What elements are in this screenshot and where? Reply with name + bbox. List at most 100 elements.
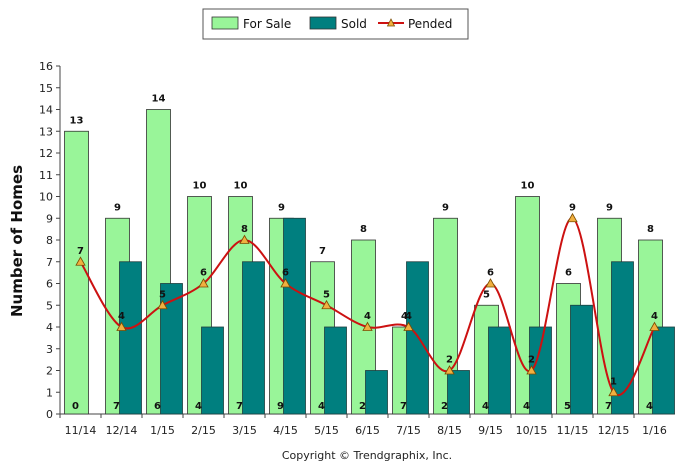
pended-marker (198, 278, 209, 288)
x-tick-label: 1/15 (150, 424, 175, 437)
for-sale-value-label: 9 (606, 202, 613, 213)
legend-swatch-sold (309, 16, 337, 30)
x-tick-label: 12/14 (106, 424, 138, 437)
pended-value-label: 6 (200, 268, 207, 279)
y-tick-label: 11 (39, 169, 53, 182)
x-tick-label: 7/15 (396, 424, 421, 437)
pended-marker (75, 256, 86, 266)
legend-label-pended: Pended (408, 17, 452, 31)
y-tick-label: 15 (39, 82, 53, 95)
pended-marker (649, 321, 660, 331)
sold-value-label: 7 (605, 401, 612, 412)
for-sale-value-label: 14 (152, 94, 166, 105)
y-tick-label: 6 (46, 278, 53, 291)
sold-value-label: 5 (564, 401, 571, 412)
sold-value-label: 2 (441, 401, 448, 412)
bar-sold (488, 326, 511, 415)
x-ticks: 11/14 12/14 1/15 2/15 3/15 4/15 5/15 6/15 7/15 8/… (59, 414, 667, 437)
for-sale-value-label: 9 (442, 202, 449, 213)
pended-value-label: 2 (446, 355, 453, 366)
x-tick-label: 5/15 (314, 424, 339, 437)
y-tick-label: 8 (46, 234, 53, 247)
sold-value-label: 7 (236, 401, 243, 412)
pended-marker (321, 299, 332, 310)
sold-value-label: 4 (482, 401, 489, 412)
for-sale-value-label: 8 (360, 224, 367, 235)
legend-label-sold: Sold (341, 17, 367, 31)
for-sale-value-label: 9 (114, 202, 121, 213)
x-tick-label: 12/15 (598, 424, 630, 437)
pended-marker (239, 234, 250, 244)
sold-value-label: 4 (523, 401, 530, 412)
for-sale-value-label: 13 (70, 115, 84, 126)
for-sale-value-label: 10 (193, 181, 207, 192)
bar-sold (570, 304, 593, 415)
x-tick-label: 11/14 (65, 424, 97, 437)
pended-value-label: 5 (159, 289, 166, 300)
bar-sold (242, 261, 265, 415)
bar-for-sale (64, 130, 89, 415)
legend: For Sale Sold Pended (202, 8, 469, 40)
y-tick-label: 9 (46, 212, 53, 225)
x-tick-label: 2/15 (191, 424, 216, 437)
pended-marker (403, 321, 414, 331)
sold-value-label: 4 (646, 401, 653, 412)
pended-value-label: 2 (528, 355, 535, 366)
copyright-text: Copyright © Trendgraphix, Inc. (282, 449, 452, 462)
pended-value-label: 9 (569, 202, 576, 213)
x-tick-label: 10/15 (516, 424, 548, 437)
x-tick-label: 8/15 (437, 424, 462, 437)
pended-marker (526, 365, 537, 375)
bar-sold (652, 326, 675, 415)
legend-label-for-sale: For Sale (243, 17, 291, 31)
bar-sold (160, 283, 183, 415)
sold-value-label: 0 (72, 401, 79, 412)
x-tick-label: 4/15 (273, 424, 298, 437)
pended-value-label: 4 (405, 311, 412, 322)
y-tick-label: 14 (39, 104, 53, 117)
pended-marker (567, 212, 578, 223)
y-axis-label: Number of Homes (8, 165, 26, 317)
pended-value-label: 4 (364, 311, 371, 322)
x-tick-label: 9/15 (478, 424, 503, 437)
pended-value-label: 6 (282, 268, 289, 279)
sold-value-label: 7 (113, 401, 120, 412)
x-tick-label: 3/15 (232, 424, 257, 437)
for-sale-value-label: 10 (234, 181, 248, 192)
pended-value-label: 4 (651, 311, 658, 322)
y-tick-label: 5 (46, 299, 53, 312)
pended-value-label: 1 (610, 376, 617, 387)
y-tick-label: 2 (46, 365, 53, 378)
pended-marker (608, 386, 619, 397)
bar-sold (119, 261, 142, 415)
for-sale-value-label: 6 (565, 268, 572, 279)
y-tick-label: 4 (46, 321, 53, 334)
pended-value-label: 8 (241, 224, 248, 235)
x-tick-label: 1/16 (642, 424, 667, 437)
y-tick-label: 1 (46, 386, 53, 399)
y-tick-label: 16 (39, 60, 53, 73)
bar-sold (324, 326, 347, 415)
for-sale-value-label: 10 (521, 181, 535, 192)
pended-value-label: 5 (323, 289, 330, 300)
pended-marker (362, 321, 373, 331)
bar-sold (611, 261, 634, 415)
bars (64, 109, 675, 415)
for-sale-value-label: 5 (483, 289, 490, 300)
bar-sold (283, 217, 306, 415)
bar-sold (365, 370, 388, 415)
x-tick-label: 6/15 (355, 424, 380, 437)
pended-marker (444, 365, 455, 375)
sold-value-label: 6 (154, 401, 161, 412)
y-tick-label: 0 (46, 408, 53, 421)
y-tick-label: 7 (46, 256, 53, 269)
x-tick-label: 11/15 (557, 424, 589, 437)
y-tick-label: 3 (46, 343, 53, 356)
sold-value-label: 2 (359, 401, 366, 412)
pended-marker (280, 278, 291, 288)
pended-marker (157, 299, 168, 310)
for-sale-value-label: 8 (647, 224, 654, 235)
